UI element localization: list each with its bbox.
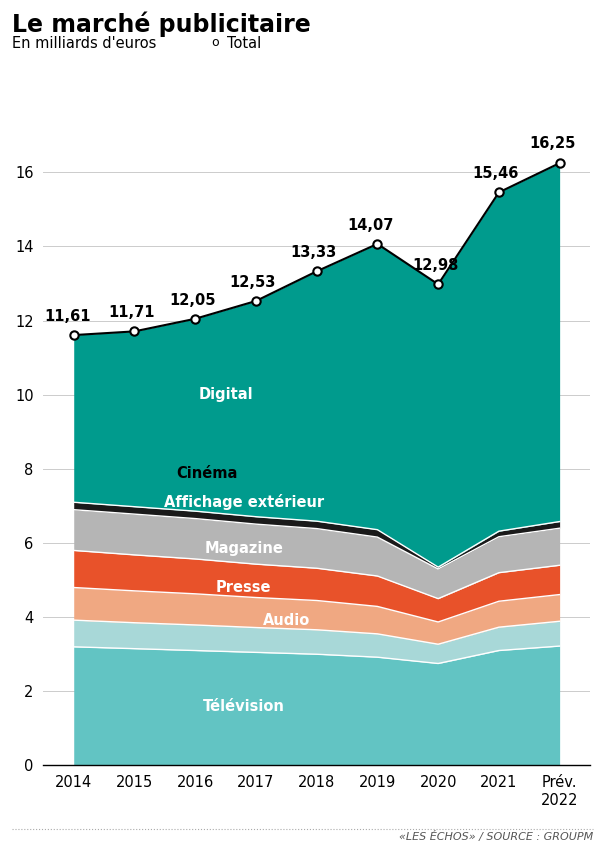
Text: 12,53: 12,53 [230, 275, 276, 290]
Text: Digital: Digital [198, 388, 253, 402]
Text: 11,61: 11,61 [44, 309, 91, 324]
Text: 16,25: 16,25 [529, 137, 575, 151]
Text: 14,07: 14,07 [347, 218, 393, 233]
Text: En milliards d'euros: En milliards d'euros [12, 36, 157, 52]
Text: 12,05: 12,05 [169, 293, 215, 308]
Text: Magazine: Magazine [204, 541, 283, 556]
Text: Total: Total [227, 36, 261, 52]
Text: Affichage extérieur: Affichage extérieur [164, 494, 324, 510]
Text: 11,71: 11,71 [108, 305, 155, 321]
Text: o: o [211, 36, 218, 48]
Text: «LES ÉCHOS» / SOURCE : GROUPM: «LES ÉCHOS» / SOURCE : GROUPM [399, 831, 593, 842]
Text: 12,98: 12,98 [412, 258, 459, 273]
Text: Presse: Presse [216, 580, 272, 595]
Text: Audio: Audio [263, 613, 310, 628]
Text: Le marché publicitaire: Le marché publicitaire [12, 11, 311, 36]
Text: 15,46: 15,46 [473, 165, 519, 181]
Text: Cinéma: Cinéma [177, 466, 238, 481]
Text: Télévision: Télévision [203, 699, 285, 714]
Text: 13,33: 13,33 [290, 245, 337, 260]
